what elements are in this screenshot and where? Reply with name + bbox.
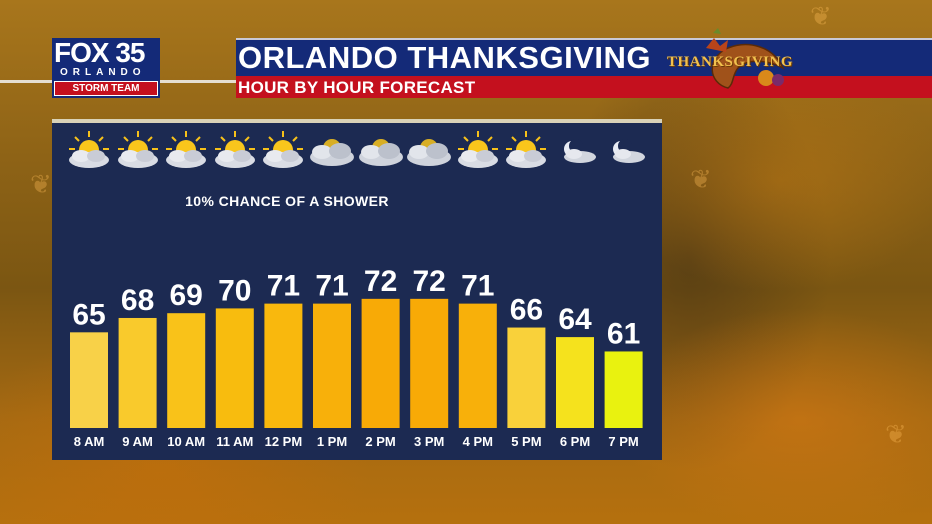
hour-label: 2 PM	[365, 434, 395, 449]
partly-cloudy-icon	[503, 129, 549, 173]
partly-cloudy-night-icon	[552, 129, 598, 173]
temperature-value-label: 71	[461, 270, 494, 303]
temperature-value-label: 66	[510, 294, 543, 327]
hour-label: 9 AM	[122, 434, 153, 449]
temperature-value-label: 71	[315, 270, 348, 303]
temperature-value-label: 64	[558, 303, 592, 336]
partly-cloudy-icon	[212, 129, 258, 173]
leaf-decoration: ❦	[30, 170, 52, 200]
temperature-value-label: 71	[267, 270, 300, 303]
partly-cloudy-night-icon	[601, 129, 647, 173]
temperature-bar	[556, 337, 594, 428]
hour-label: 3 PM	[414, 434, 444, 449]
hour-label: 4 PM	[463, 434, 493, 449]
mostly-cloudy-icon	[309, 129, 355, 173]
hour-label: 6 PM	[560, 434, 590, 449]
mostly-cloudy-icon	[406, 129, 452, 173]
temperature-bar	[507, 327, 546, 428]
leaf-decoration: ❦	[810, 2, 832, 32]
temperature-value-label: 68	[121, 284, 154, 317]
partly-cloudy-icon	[163, 129, 209, 173]
partly-cloudy-icon	[455, 129, 501, 173]
hour-label: 12 PM	[265, 434, 303, 449]
temperature-bar	[361, 298, 400, 428]
mostly-cloudy-icon	[358, 129, 404, 173]
station-logo-main: FOX 35	[54, 37, 145, 68]
temperature-bar	[264, 303, 303, 428]
temperature-bar	[458, 303, 497, 428]
temperature-bar	[313, 303, 351, 428]
partly-cloudy-icon	[66, 129, 112, 173]
temperature-value-label: 65	[72, 298, 105, 331]
temperature-value-label: 61	[607, 317, 640, 350]
page-title: ORLANDO THANKSGIVING	[238, 40, 651, 75]
temperature-value-label: 70	[218, 274, 251, 307]
temperature-value-label: 72	[364, 265, 397, 298]
panel-top-rule	[52, 119, 662, 123]
temperature-bar	[70, 332, 108, 428]
title-bar	[236, 38, 932, 78]
cornucopia-icon	[706, 28, 785, 89]
hour-label: 8 AM	[74, 434, 105, 449]
thanksgiving-wordmark: THANKSGIVING	[667, 54, 794, 70]
hour-label: 1 PM	[317, 434, 347, 449]
forecast-panel: 10% CHANCE OF A SHOWER 65 8 AM 68 9 AM 69 10 …	[52, 123, 662, 460]
hourly-temperature-chart: 65 8 AM 68 9 AM 69 10 AM 70 11 AM 71 12 PM 71 1 PM 7…	[70, 265, 643, 449]
station-logo-city: ORLANDO	[60, 67, 146, 78]
temperature-value-label: 69	[170, 279, 203, 312]
subtitle-bar	[236, 76, 932, 98]
weather-icons-row	[52, 129, 662, 177]
partly-cloudy-icon	[115, 129, 161, 173]
hour-label: 5 PM	[511, 434, 541, 449]
temperature-bar	[410, 298, 449, 428]
leaf-decoration: ❦	[690, 165, 712, 195]
temperature-bar	[118, 317, 157, 428]
page-subtitle: HOUR BY HOUR FORECAST	[238, 78, 476, 97]
hour-label: 7 PM	[608, 434, 638, 449]
temperature-value-label: 72	[413, 265, 446, 298]
hour-label: 11 AM	[216, 434, 253, 449]
temperature-bar	[604, 351, 643, 428]
temperature-bar	[167, 313, 206, 428]
leaf-decoration: ❦	[885, 420, 907, 450]
hour-label: 10 AM	[167, 434, 205, 449]
shower-chance-note: 10% CHANCE OF A SHOWER	[185, 193, 389, 209]
partly-cloudy-icon	[260, 129, 306, 173]
temperature-bar	[215, 308, 254, 428]
storm-team-badge: STORM TEAM	[54, 81, 158, 96]
